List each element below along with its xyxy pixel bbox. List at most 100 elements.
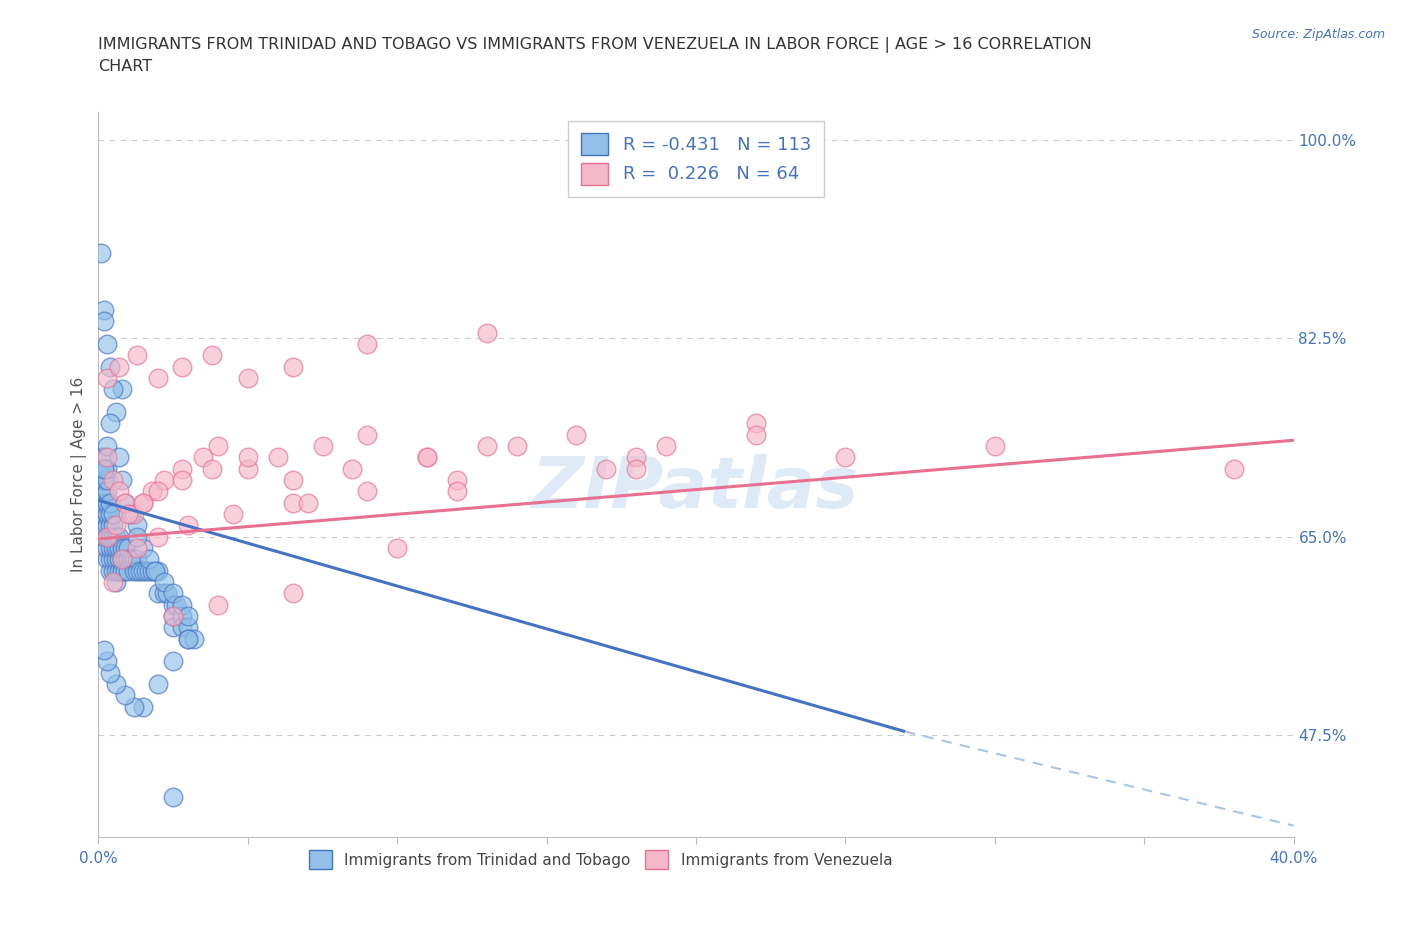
Point [105, 551, 128, 566]
Point [222, 507, 245, 522]
Point [138, 564, 160, 578]
Point [96, 484, 118, 498]
Point [984, 439, 1007, 454]
Point [172, 597, 194, 612]
Point [207, 439, 229, 454]
Point [141, 564, 163, 578]
Point [114, 688, 136, 703]
Point [111, 551, 134, 566]
Point [124, 551, 146, 566]
Text: IMMIGRANTS FROM TRINIDAD AND TOBAGO VS IMMIGRANTS FROM VENEZUELA IN LABOR FORCE : IMMIGRANTS FROM TRINIDAD AND TOBAGO VS I… [98, 37, 1092, 74]
Point [108, 529, 131, 544]
Point [96, 370, 118, 385]
Point [172, 472, 194, 487]
Point [98, 359, 122, 374]
Point [356, 427, 378, 442]
Point [132, 495, 155, 510]
Point [148, 586, 170, 601]
Point [90, 507, 112, 522]
Point [446, 472, 468, 487]
Point [105, 564, 128, 578]
Text: Source: ZipAtlas.com: Source: ZipAtlas.com [1251, 28, 1385, 41]
Point [111, 564, 134, 578]
Point [114, 540, 136, 555]
Point [114, 551, 136, 566]
Point [105, 676, 128, 691]
Point [1223, 461, 1246, 476]
Point [93, 461, 115, 476]
Point [124, 507, 146, 522]
Point [475, 326, 498, 340]
Point [96, 495, 118, 510]
Point [98, 540, 122, 555]
Point [162, 608, 184, 623]
Point [281, 472, 304, 487]
Point [162, 586, 184, 601]
Point [191, 450, 214, 465]
Point [138, 551, 160, 566]
Y-axis label: In Labor Force | Age > 16: In Labor Force | Age > 16 [72, 377, 87, 572]
Point [342, 461, 364, 476]
Point [96, 337, 118, 352]
Point [201, 461, 224, 476]
Point [281, 359, 304, 374]
Point [236, 450, 259, 465]
Point [162, 654, 184, 669]
Point [172, 359, 194, 374]
Point [117, 507, 139, 522]
Point [96, 518, 118, 533]
Point [183, 631, 205, 646]
Point [103, 540, 125, 555]
Point [281, 495, 304, 510]
Point [132, 540, 155, 555]
Point [356, 484, 378, 498]
Point [96, 472, 118, 487]
Point [90, 495, 112, 510]
Point [177, 608, 200, 623]
Point [103, 575, 125, 590]
Point [565, 427, 588, 442]
Point [162, 608, 184, 623]
Point [297, 495, 319, 510]
Point [105, 529, 128, 544]
Point [148, 484, 170, 498]
Point [127, 540, 149, 555]
Point [281, 586, 304, 601]
Point [111, 472, 134, 487]
Point [153, 472, 176, 487]
Point [96, 529, 118, 544]
Point [114, 495, 136, 510]
Point [96, 540, 118, 555]
Point [93, 450, 115, 465]
Point [105, 518, 128, 533]
Point [595, 461, 617, 476]
Point [98, 495, 122, 510]
Point [96, 439, 118, 454]
Point [207, 597, 229, 612]
Point [105, 575, 128, 590]
Point [108, 564, 131, 578]
Point [416, 450, 439, 465]
Point [745, 427, 768, 442]
Point [93, 495, 115, 510]
Point [172, 620, 194, 635]
Point [153, 575, 176, 590]
Point [98, 416, 122, 431]
Point [111, 540, 134, 555]
Point [129, 564, 152, 578]
Point [834, 450, 856, 465]
Point [143, 564, 166, 578]
Point [475, 439, 498, 454]
Point [201, 348, 224, 363]
Point [90, 246, 112, 260]
Point [98, 564, 122, 578]
Point [103, 382, 125, 397]
Point [124, 699, 146, 714]
Point [153, 586, 176, 601]
Point [267, 450, 290, 465]
Point [96, 654, 118, 669]
Point [93, 461, 115, 476]
Point [148, 370, 170, 385]
Point [148, 564, 170, 578]
Point [172, 608, 194, 623]
